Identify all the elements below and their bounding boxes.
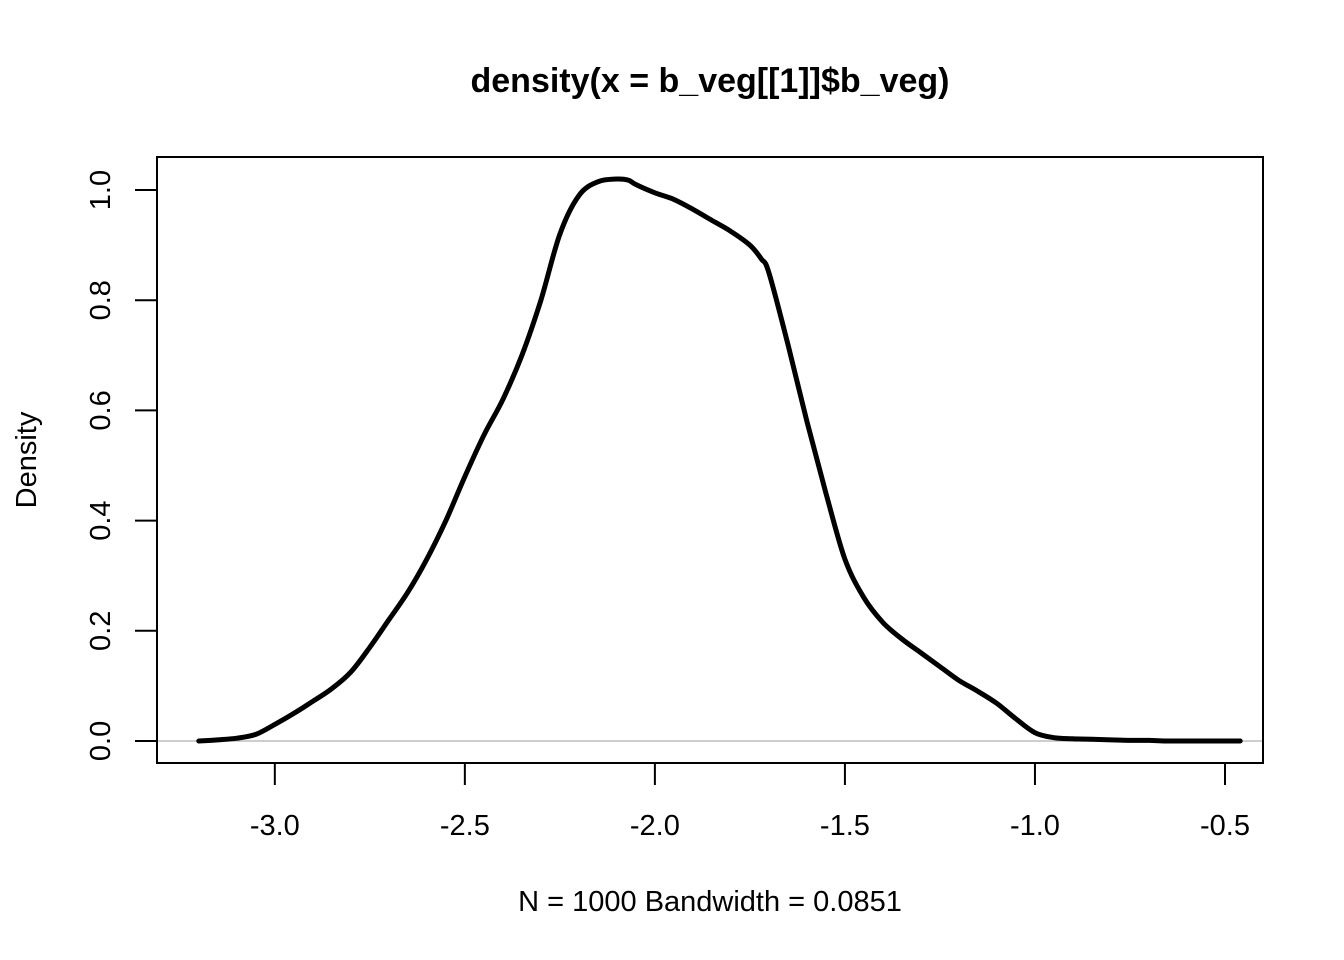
x-axis: -3.0 -2.5 -2.0 -1.5 -1.0 -0.5 [250, 762, 1250, 842]
chart-title: density(x = b_veg[[1]]$b_veg) [471, 62, 950, 100]
plot-frame [156, 156, 1264, 764]
y-tick-label: 0.6 [85, 390, 117, 430]
x-tick-label: -1.0 [1010, 810, 1060, 842]
y-axis: 0.0 0.2 0.4 0.6 0.8 1.0 [85, 170, 158, 761]
x-tick-label: -3.0 [250, 810, 300, 842]
y-tick-label: 0.2 [85, 611, 117, 651]
x-tick-label: -2.0 [630, 810, 680, 842]
x-tick-label: -2.5 [440, 810, 490, 842]
density-curve [196, 176, 1243, 744]
y-tick-label: 0.4 [85, 500, 117, 540]
y-tick-label: 1.0 [85, 170, 117, 210]
plot-area [158, 176, 1262, 744]
y-tick-label: 0.8 [85, 280, 117, 320]
x-tick-label: -1.5 [820, 810, 870, 842]
y-axis-label: Density [11, 411, 43, 508]
x-axis-label: N = 1000 Bandwidth = 0.0851 [518, 886, 902, 918]
y-tick-label: 0.0 [85, 721, 117, 761]
x-tick-label: -0.5 [1200, 810, 1250, 842]
